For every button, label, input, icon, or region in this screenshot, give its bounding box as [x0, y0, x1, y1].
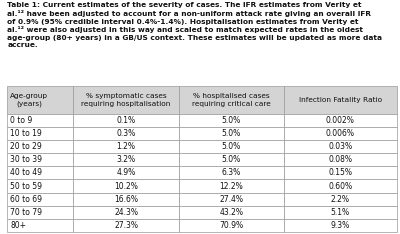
Text: 0.3%: 0.3%: [116, 129, 136, 138]
Text: 5.0%: 5.0%: [222, 116, 241, 125]
Text: 0.60%: 0.60%: [328, 182, 352, 190]
Text: 24.3%: 24.3%: [114, 208, 138, 217]
Bar: [74, 193, 179, 206]
Bar: [284, 166, 397, 179]
Bar: [7, 140, 74, 154]
Text: 50 to 59: 50 to 59: [10, 182, 42, 190]
Text: 43.2%: 43.2%: [219, 208, 243, 217]
Text: 6.3%: 6.3%: [222, 168, 241, 177]
Bar: [179, 193, 284, 206]
Text: 5.0%: 5.0%: [222, 155, 241, 165]
Bar: [74, 206, 179, 219]
Text: 0.002%: 0.002%: [326, 116, 355, 125]
Text: 2.2%: 2.2%: [331, 194, 350, 204]
Text: 4.9%: 4.9%: [116, 168, 136, 177]
Bar: [284, 140, 397, 154]
Text: 3.2%: 3.2%: [116, 155, 136, 165]
Bar: [7, 154, 74, 166]
Text: 0.15%: 0.15%: [328, 168, 352, 177]
Text: 60 to 69: 60 to 69: [10, 194, 42, 204]
Text: 0 to 9: 0 to 9: [10, 116, 33, 125]
Text: 16.6%: 16.6%: [114, 194, 138, 204]
Text: 5.0%: 5.0%: [222, 129, 241, 138]
Bar: [74, 219, 179, 232]
Bar: [7, 206, 74, 219]
Bar: [7, 193, 74, 206]
Bar: [284, 193, 397, 206]
Text: 0.03%: 0.03%: [328, 142, 352, 151]
Bar: [284, 219, 397, 232]
Bar: [284, 127, 397, 140]
Bar: [7, 179, 74, 193]
Bar: [74, 114, 179, 127]
Bar: [179, 206, 284, 219]
Text: % hospitalised cases
requiring critical care: % hospitalised cases requiring critical …: [192, 93, 270, 106]
Text: 27.3%: 27.3%: [114, 221, 138, 230]
Text: Infection Fatality Ratio: Infection Fatality Ratio: [299, 97, 382, 103]
Text: 70.9%: 70.9%: [219, 221, 243, 230]
Text: 12.2%: 12.2%: [219, 182, 243, 190]
Text: % symptomatic cases
requiring hospitalisation: % symptomatic cases requiring hospitalis…: [81, 93, 171, 106]
Text: 10.2%: 10.2%: [114, 182, 138, 190]
Bar: [74, 166, 179, 179]
Bar: [179, 127, 284, 140]
Bar: [74, 140, 179, 154]
Bar: [284, 114, 397, 127]
Bar: [179, 114, 284, 127]
Bar: [7, 166, 74, 179]
Text: 10 to 19: 10 to 19: [10, 129, 42, 138]
Text: 27.4%: 27.4%: [219, 194, 243, 204]
Text: 9.3%: 9.3%: [331, 221, 350, 230]
Text: 0.006%: 0.006%: [326, 129, 355, 138]
Bar: [179, 166, 284, 179]
Text: Table 1: Current estimates of the severity of cases. The IFR estimates from Veri: Table 1: Current estimates of the severi…: [7, 2, 382, 48]
Bar: [7, 86, 74, 114]
Bar: [284, 206, 397, 219]
Bar: [74, 154, 179, 166]
Text: 70 to 79: 70 to 79: [10, 208, 42, 217]
Bar: [7, 219, 74, 232]
Bar: [179, 179, 284, 193]
Bar: [7, 127, 74, 140]
Text: 0.1%: 0.1%: [116, 116, 136, 125]
Text: 1.2%: 1.2%: [116, 142, 136, 151]
Text: 30 to 39: 30 to 39: [10, 155, 42, 165]
Bar: [74, 86, 179, 114]
Text: 80+: 80+: [10, 221, 26, 230]
Text: 0.08%: 0.08%: [328, 155, 352, 165]
Text: 20 to 29: 20 to 29: [10, 142, 42, 151]
Bar: [7, 114, 74, 127]
Bar: [179, 140, 284, 154]
Bar: [179, 154, 284, 166]
Bar: [74, 127, 179, 140]
Bar: [179, 86, 284, 114]
Bar: [179, 219, 284, 232]
Text: 5.0%: 5.0%: [222, 142, 241, 151]
Bar: [284, 179, 397, 193]
Text: Age-group
(years): Age-group (years): [10, 93, 48, 107]
Bar: [284, 86, 397, 114]
Bar: [74, 179, 179, 193]
Bar: [284, 154, 397, 166]
Text: 5.1%: 5.1%: [331, 208, 350, 217]
Text: 40 to 49: 40 to 49: [10, 168, 42, 177]
